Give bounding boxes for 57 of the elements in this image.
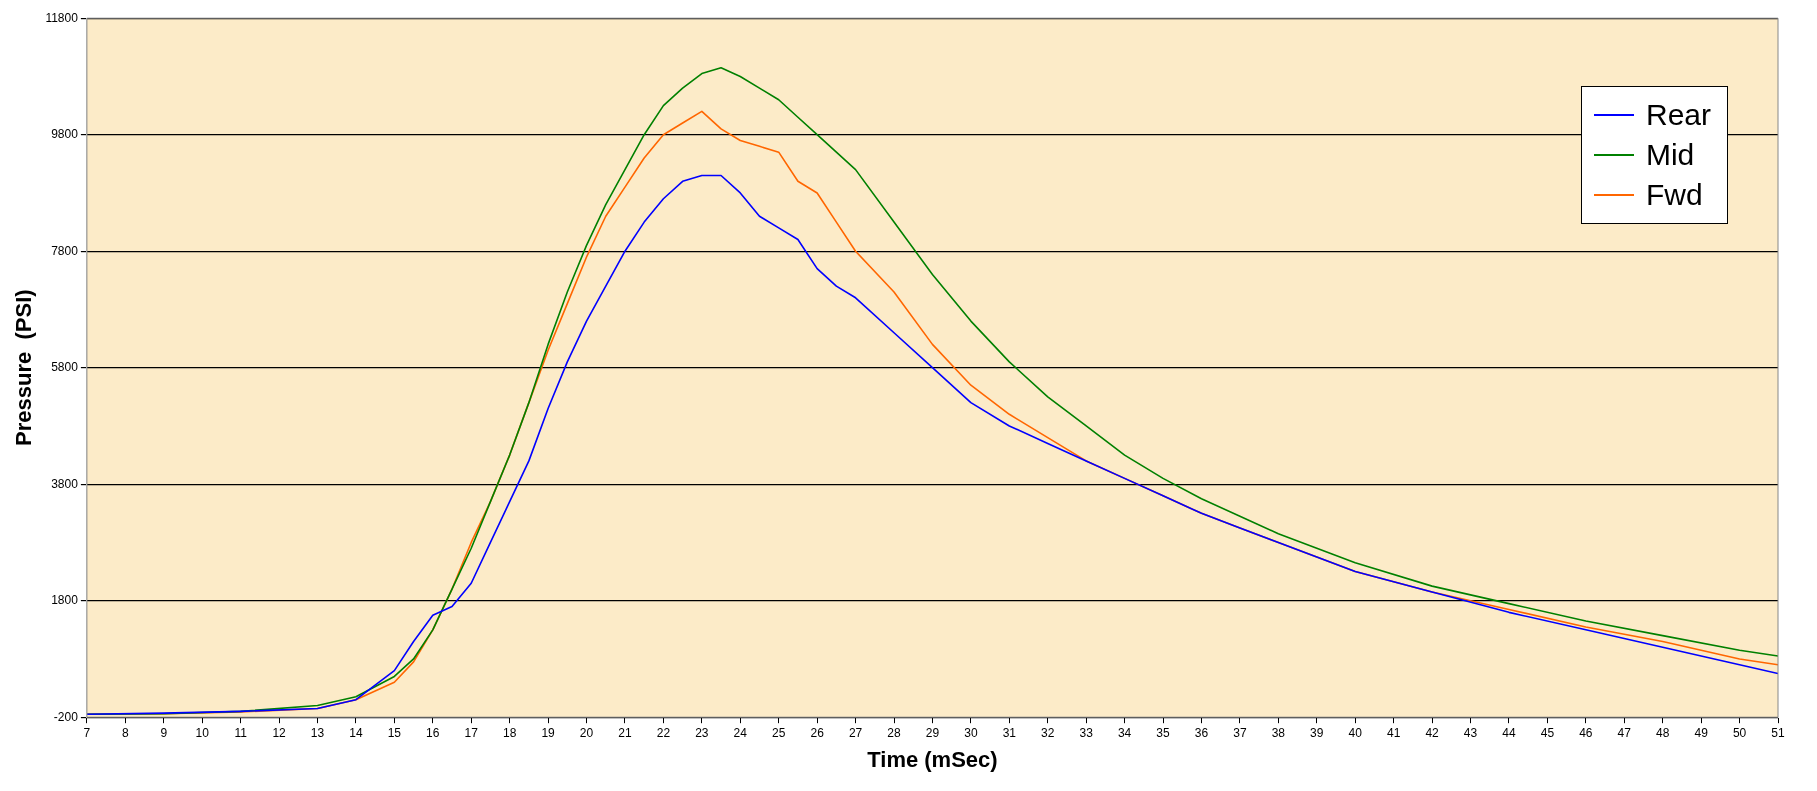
x-tick-label: 20 — [579, 725, 594, 740]
x-tick-label: 17 — [464, 725, 479, 740]
x-tick-label: 36 — [1194, 725, 1209, 740]
x-tick-label: 24 — [733, 725, 748, 740]
x-tick-label: 16 — [426, 725, 440, 740]
x-tick-label: 45 — [1540, 725, 1555, 740]
x-tick-label: 23 — [695, 725, 709, 740]
x-tick-label: 15 — [387, 725, 402, 740]
x-tick-label: 40 — [1348, 725, 1363, 740]
x-tick-label: 35 — [1156, 725, 1171, 740]
y-tick-label: -200 — [53, 709, 79, 724]
y-tick-label: 5800 — [51, 360, 79, 375]
x-tick-label: 37 — [1233, 725, 1247, 740]
x-tick-label: 7 — [83, 725, 91, 740]
x-tick-label: 19 — [541, 725, 556, 740]
x-tick-label: 47 — [1617, 725, 1632, 740]
legend-label: Rear — [1645, 97, 1711, 133]
x-tick-label: 43 — [1463, 725, 1478, 740]
y-tick-label: 1800 — [51, 593, 79, 608]
x-tick-label: 38 — [1271, 725, 1286, 740]
x-tick-label: 29 — [925, 725, 940, 740]
x-tick-label: 14 — [349, 725, 363, 740]
x-tick-label: 25 — [772, 725, 786, 740]
x-tick-label: 46 — [1579, 725, 1593, 740]
x-tick-label: 18 — [502, 725, 517, 740]
legend-label: Fwd — [1645, 177, 1703, 213]
x-tick-label: 28 — [887, 725, 901, 740]
x-tick-label: 10 — [195, 725, 210, 740]
x-tick-label: 31 — [1002, 725, 1017, 740]
y-tick-label: 11800 — [45, 10, 79, 25]
x-tick-label: 51 — [1771, 725, 1785, 740]
y-tick-label: 9800 — [51, 127, 79, 142]
x-tick-label: 32 — [1041, 725, 1055, 740]
x-tick-label: 33 — [1079, 725, 1094, 740]
x-tick-label: 13 — [310, 725, 325, 740]
x-tick-label: 22 — [656, 725, 671, 740]
legend-label: Mid — [1645, 137, 1695, 173]
x-tick-label: 26 — [810, 725, 825, 740]
y-axis-title: Pressure (PSI) — [11, 289, 37, 446]
x-tick-label: 42 — [1425, 725, 1440, 740]
y-tick-label: 7800 — [51, 243, 79, 258]
x-tick-label: 27 — [848, 725, 863, 740]
x-axis-title: Time (mSec) — [867, 746, 998, 772]
x-tick-label: 49 — [1694, 725, 1709, 740]
x-tick-label: 34 — [1117, 725, 1132, 740]
x-tick-label: 44 — [1502, 725, 1516, 740]
x-tick-label: 21 — [618, 725, 632, 740]
x-tick-label: 8 — [121, 725, 129, 740]
y-tick-label: 3800 — [51, 476, 79, 491]
x-tick-label: 12 — [272, 725, 287, 740]
x-tick-label: 41 — [1386, 725, 1401, 740]
x-tick-label: 50 — [1732, 725, 1747, 740]
x-tick-label: 11 — [234, 725, 248, 740]
x-tick-label: 9 — [160, 725, 168, 740]
x-tick-label: 39 — [1310, 725, 1324, 740]
x-tick-label: 48 — [1656, 725, 1670, 740]
x-tick-label: 30 — [964, 725, 978, 740]
